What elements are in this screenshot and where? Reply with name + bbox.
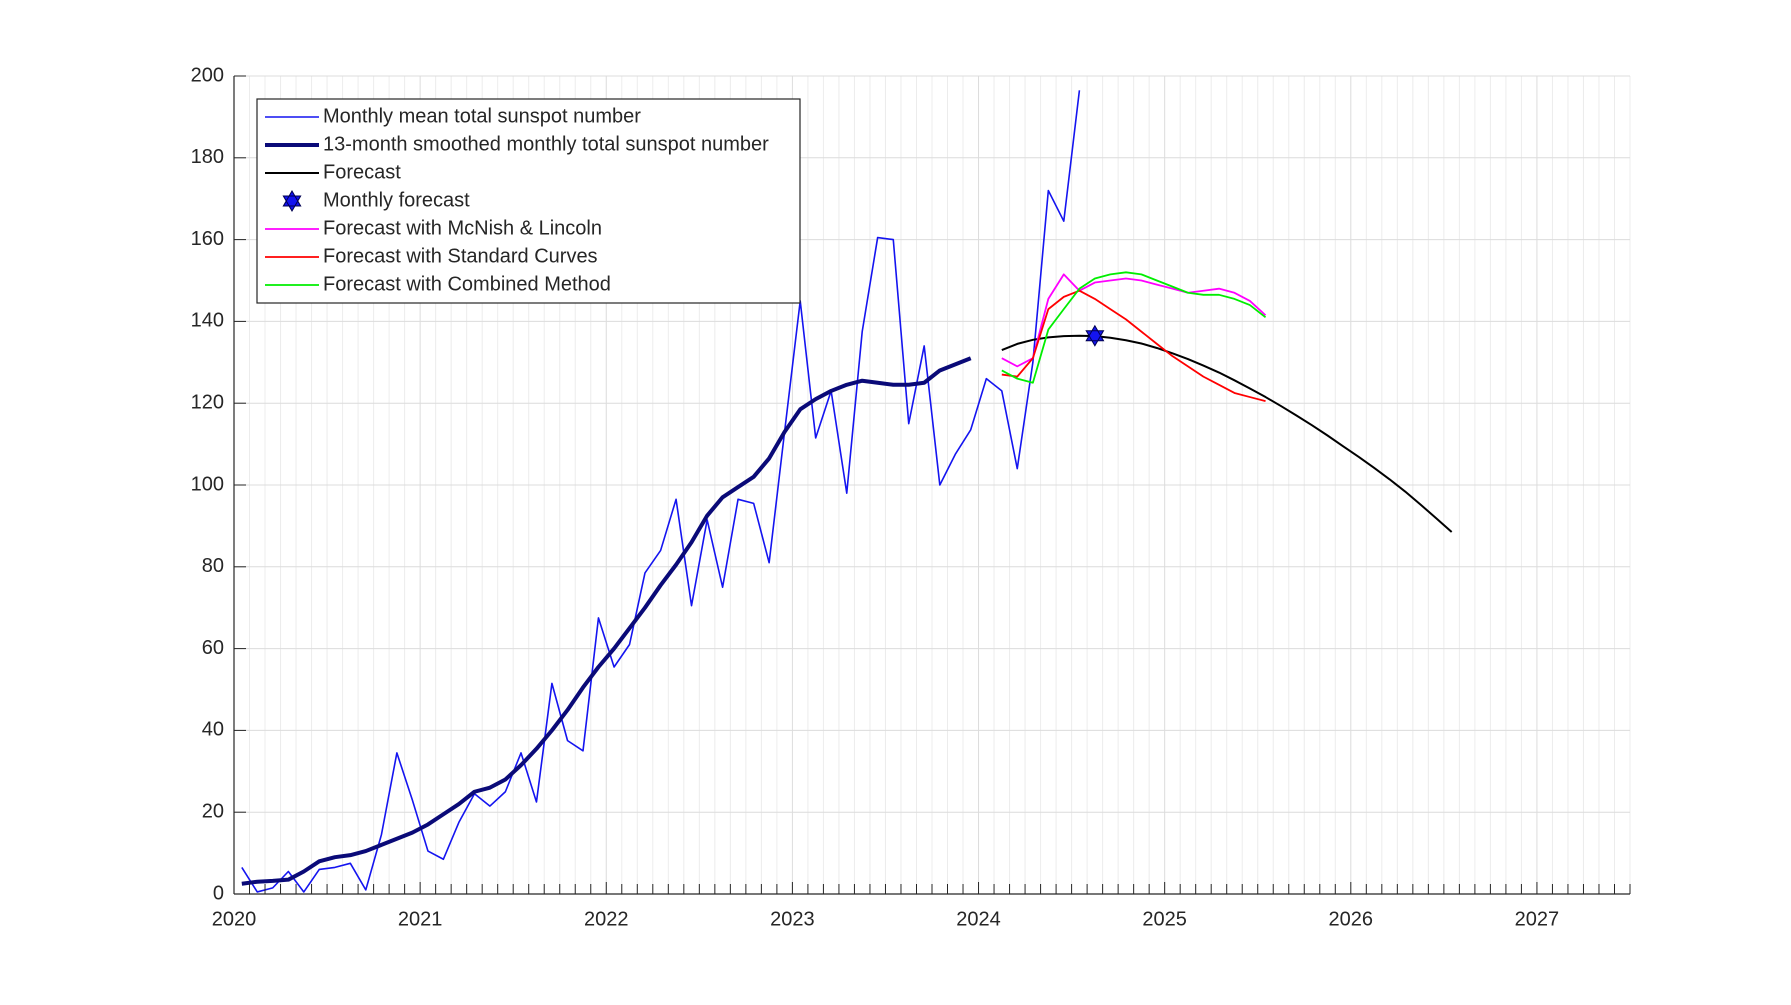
x-tick-label: 2025 bbox=[1142, 908, 1187, 930]
y-tick-label: 200 bbox=[191, 64, 224, 86]
legend-label: Forecast bbox=[323, 161, 401, 183]
legend-label: Monthly forecast bbox=[323, 189, 470, 211]
y-tick-label: 0 bbox=[213, 882, 224, 904]
axes: 2020 2021 2022 2023 2024 2025 2026 2027 0 20 40 60 8… bbox=[191, 64, 1631, 930]
legend-box bbox=[256, 98, 801, 304]
legend-label: Monthly mean total sunspot number bbox=[323, 105, 641, 127]
series-line bbox=[241, 90, 1081, 893]
x-tick-label: 2022 bbox=[584, 908, 629, 930]
x-tick-label: 2023 bbox=[770, 908, 815, 930]
y-tick-label: 20 bbox=[202, 800, 224, 822]
plot-area bbox=[241, 90, 1453, 893]
series-line bbox=[241, 356, 972, 886]
legend-label: Forecast with Combined Method bbox=[323, 273, 611, 295]
y-tick-label: 160 bbox=[191, 228, 224, 250]
x-tick-label: 2026 bbox=[1329, 908, 1374, 930]
y-tick-label: 80 bbox=[202, 555, 224, 577]
series-line bbox=[1001, 334, 1453, 533]
x-tick-label: 2027 bbox=[1515, 908, 1560, 930]
x-tick-label: 2021 bbox=[398, 908, 443, 930]
y-tick-label: 100 bbox=[191, 473, 224, 495]
legend-label: Forecast with Standard Curves bbox=[323, 245, 598, 267]
legend-marker bbox=[282, 189, 302, 213]
x-tick-label: 2020 bbox=[212, 908, 257, 930]
legend-label: Forecast with McNish & Lincoln bbox=[323, 217, 602, 239]
y-tick-label: 180 bbox=[191, 146, 224, 168]
y-tick-label: 40 bbox=[202, 719, 224, 741]
y-tick-label: 140 bbox=[191, 310, 224, 332]
y-tick-label: 120 bbox=[191, 391, 224, 413]
y-tick-label: 60 bbox=[202, 637, 224, 659]
legend-label: 13-month smoothed monthly total sunspot … bbox=[323, 133, 769, 155]
series-line bbox=[1001, 271, 1267, 384]
legend: Monthly mean total sunspot number 13-mont… bbox=[256, 98, 801, 304]
marker bbox=[1085, 324, 1105, 347]
series-line bbox=[1001, 273, 1267, 368]
series-line bbox=[1001, 289, 1266, 403]
x-tick-label: 2024 bbox=[956, 908, 1001, 930]
